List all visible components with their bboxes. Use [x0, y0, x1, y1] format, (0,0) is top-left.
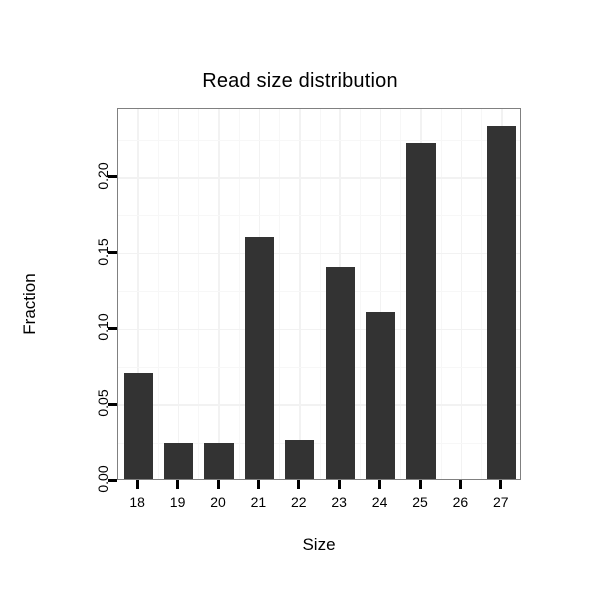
y-tick-mark	[108, 251, 117, 255]
gridline-horizontal-minor	[118, 215, 520, 217]
y-tick-label: 0.05	[95, 389, 111, 417]
gridline-vertical-major	[460, 109, 463, 479]
x-tick-mark	[176, 480, 180, 489]
gridline-vertical-minor	[481, 109, 483, 479]
bar-20	[204, 442, 234, 479]
bars-layer	[118, 109, 520, 479]
y-tick-label: 0.15	[95, 238, 111, 266]
gridline-horizontal-major	[118, 404, 520, 406]
gridline-vertical-minor	[359, 109, 361, 479]
x-tick-label: 19	[169, 494, 186, 510]
gridline-vertical-minor	[279, 109, 281, 479]
gridline-horizontal-minor	[118, 291, 520, 293]
x-tick-mark	[337, 480, 341, 489]
gridline-vertical-major	[299, 109, 301, 479]
y-tick-label: 0.20	[95, 162, 111, 190]
y-tick-mark	[108, 478, 117, 482]
y-tick-mark	[108, 402, 117, 406]
gridline-vertical-major	[218, 109, 220, 479]
bar-27	[487, 125, 517, 479]
x-tick-label: 22	[291, 494, 307, 510]
gridline-vertical-minor	[400, 109, 402, 479]
x-tick-mark	[418, 480, 422, 489]
gridline-horizontal-minor	[118, 366, 520, 368]
gridline-horizontal-minor	[118, 442, 520, 444]
y-tick-mark	[108, 326, 117, 330]
y-tick-label: 0.00	[95, 465, 111, 493]
chart-title: Read size distribution	[202, 70, 398, 92]
plot-panel	[117, 108, 521, 480]
gridline-vertical-minor	[238, 109, 240, 479]
gridline-vertical-minor	[157, 109, 159, 479]
gridline-horizontal-minor	[118, 139, 520, 141]
gridline-vertical-major	[137, 109, 139, 479]
bar-23	[325, 266, 355, 479]
gridline-vertical-minor	[440, 109, 442, 479]
x-tick-mark	[256, 480, 260, 489]
gridline-horizontal-major	[118, 328, 520, 331]
y-tick-mark	[108, 175, 117, 179]
x-tick-label: 20	[210, 494, 226, 510]
x-tick-label: 26	[452, 494, 469, 510]
x-tick-mark	[458, 480, 462, 489]
bar-22	[285, 439, 315, 479]
x-tick-label: 21	[250, 494, 267, 510]
gridline-vertical-major	[379, 109, 382, 479]
gridline-vertical-major	[177, 109, 180, 479]
x-tick-mark	[216, 480, 220, 489]
gridline-horizontal-major	[118, 177, 520, 179]
x-tick-mark	[297, 480, 301, 489]
bar-21	[244, 236, 274, 479]
bar-18	[123, 372, 153, 479]
bar-19	[164, 442, 194, 479]
gridline-vertical-minor	[319, 109, 321, 479]
x-tick-label: 25	[412, 494, 428, 510]
x-tick-label: 27	[493, 494, 509, 510]
x-tick-label: 23	[331, 494, 347, 510]
y-axis-title: Fraction	[20, 273, 39, 335]
gridline-horizontal-major	[118, 252, 520, 255]
x-tick-mark	[135, 480, 139, 489]
x-tick-label: 24	[371, 494, 388, 510]
x-tick-mark	[378, 480, 382, 489]
x-tick-label: 18	[129, 494, 145, 510]
bar-25	[406, 142, 436, 479]
bar-24	[366, 312, 396, 479]
x-axis-title: Size	[302, 535, 336, 554]
gridline-vertical-minor	[198, 109, 200, 479]
y-tick-label: 0.10	[95, 313, 111, 342]
x-tick-mark	[499, 480, 503, 489]
